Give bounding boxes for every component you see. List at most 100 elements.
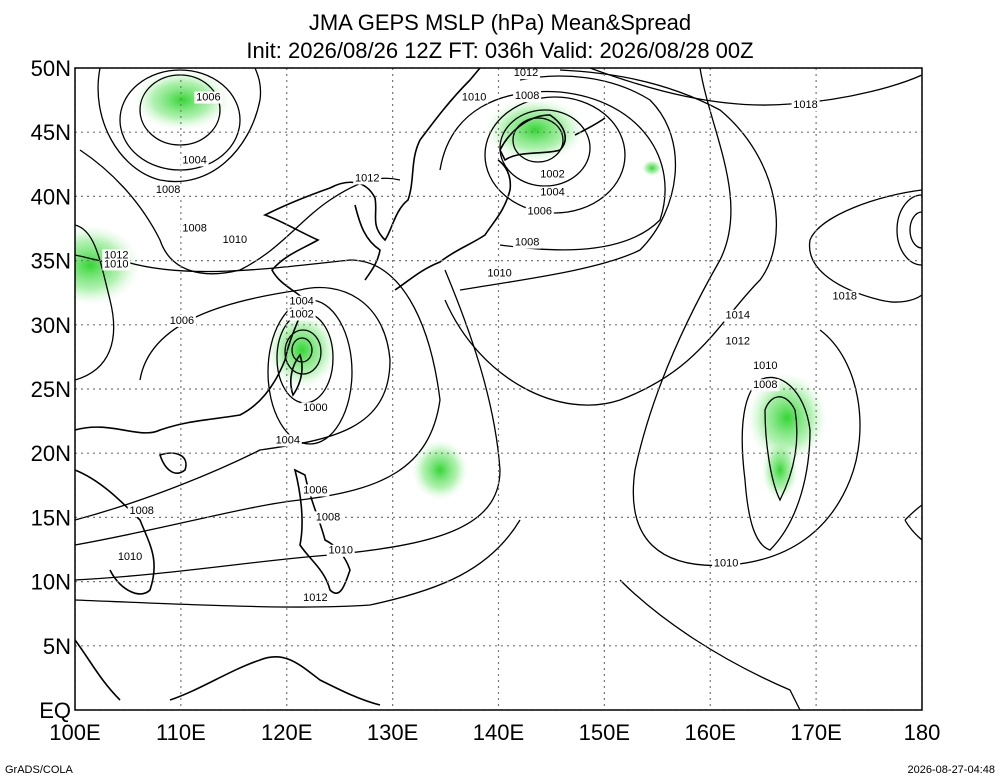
contour-label-bg (102, 249, 131, 262)
axis-labels: 100E 110E 120E 130E 140E 150E 160E 170E 180 EQ 5N 1… (31, 56, 941, 745)
contour-label-bg (723, 309, 752, 322)
contour-label: 1010 (753, 360, 777, 372)
contour-label-bg (194, 91, 223, 104)
contour-label: 1006 (528, 206, 552, 218)
contour-label-bg (485, 267, 514, 280)
lon-label: 170E (790, 720, 841, 745)
contour-label-bg (180, 222, 209, 235)
lon-label: 180 (904, 720, 941, 745)
contour-label-bg (116, 551, 145, 564)
contour-label: 1010 (223, 234, 247, 246)
contour-label: 1012 (355, 172, 379, 184)
lat-label: 45N (31, 120, 71, 145)
contour-label: 1008 (515, 90, 539, 102)
contour-label-bg (712, 557, 741, 570)
contour-label: 1018 (793, 99, 817, 111)
lon-label: 110E (156, 720, 206, 745)
contour-label: 1012 (726, 335, 750, 347)
contour-label-bg (512, 68, 541, 80)
contour-label-bg (287, 308, 316, 321)
contour-label: 1012 (303, 592, 327, 604)
contour-label-bg (513, 236, 542, 249)
contour-label-bg (102, 258, 131, 271)
lat-label: 25N (31, 377, 71, 402)
contour-label-bg (127, 504, 156, 517)
lon-label: 130E (367, 720, 418, 745)
lon-label: 140E (473, 720, 524, 745)
contour-label: 1010 (487, 267, 511, 279)
contour-label-bg (525, 205, 554, 218)
lat-label: 15N (31, 505, 71, 530)
contour-label-bg (220, 234, 249, 247)
contour-label-bg (301, 592, 330, 605)
contour-label-bg (538, 168, 567, 181)
contour-label-bg (326, 544, 355, 557)
lat-label: 35N (31, 249, 71, 274)
lat-label: 30N (31, 313, 71, 338)
contour-label-bg (513, 90, 542, 103)
graticule (75, 68, 922, 710)
contour-labels: 1006100410081008101010121010100610121004… (102, 67, 859, 605)
coastlines (75, 68, 606, 706)
lat-label: 20N (31, 441, 71, 466)
contour-label-bg (273, 434, 302, 447)
contour-label-bg (723, 335, 752, 348)
contour-label-bg (301, 402, 330, 415)
contour-label-bg (751, 379, 780, 392)
contour-label-bg (751, 359, 780, 372)
contour-label-bg (353, 172, 382, 185)
footer-left: GrADS/COLA (5, 764, 74, 776)
contour-label-bg (460, 91, 489, 104)
contour-label: 1010 (714, 558, 738, 570)
contour-label: 1010 (329, 545, 353, 557)
contour-label: 1014 (726, 310, 750, 322)
contour-label: 1006 (303, 484, 327, 496)
contour-label: 1012 (104, 249, 128, 261)
contour-label: 1006 (170, 315, 194, 327)
contour-label: 1008 (156, 184, 180, 196)
contour-label: 1004 (289, 296, 313, 308)
subtitle: Init: 2026/08/26 12Z FT: 036h Valid: 202… (246, 38, 753, 63)
contour-label: 1002 (540, 168, 564, 180)
contour-label-bg (154, 183, 183, 196)
map-area: 1006100410081008101010121010100610121004… (75, 67, 922, 710)
contour-label: 1000 (303, 402, 327, 414)
lon-label: 150E (579, 720, 630, 745)
contour-label: 1008 (515, 237, 539, 249)
contour-label: 1010 (104, 258, 128, 270)
lat-label: 40N (31, 184, 71, 209)
map-frame (74, 67, 923, 711)
contour-label-bg (180, 154, 209, 167)
footer-right: 2026-08-27-04:48 (908, 764, 995, 776)
contour-label-bg (167, 314, 196, 327)
contour-label: 1010 (118, 551, 142, 563)
title: JMA GEPS MSLP (hPa) Mean&Spread (309, 10, 691, 35)
contour-label: 1002 (289, 308, 313, 320)
contour-label: 1004 (276, 434, 300, 446)
contour-label-bg (301, 484, 330, 497)
contour-label: 1018 (832, 290, 856, 302)
contour-label-bg (287, 295, 316, 308)
contour-label: 1008 (182, 222, 206, 234)
contour-label-bg (538, 186, 567, 199)
contour-label: 1012 (514, 67, 538, 79)
lon-label: 100E (49, 720, 100, 745)
contour-label-bg (791, 99, 820, 112)
contour-label: 1004 (540, 186, 564, 198)
contour-label: 1010 (462, 91, 486, 103)
spread-shading (75, 70, 827, 500)
contour-label: 1008 (753, 379, 777, 391)
lat-label: EQ (39, 698, 71, 723)
lon-label: 120E (261, 720, 312, 745)
contour-label: 1004 (182, 154, 206, 166)
lon-label: 160E (685, 720, 736, 745)
contour-label: 1006 (196, 91, 220, 103)
lat-label: 50N (31, 56, 71, 81)
lat-label: 10N (31, 570, 71, 595)
contour-label-bg (314, 511, 343, 524)
contour-label-bg (830, 290, 859, 303)
contour-label: 1008 (129, 505, 153, 517)
contour-label: 1008 (316, 511, 340, 523)
lat-label: 5N (43, 634, 71, 659)
